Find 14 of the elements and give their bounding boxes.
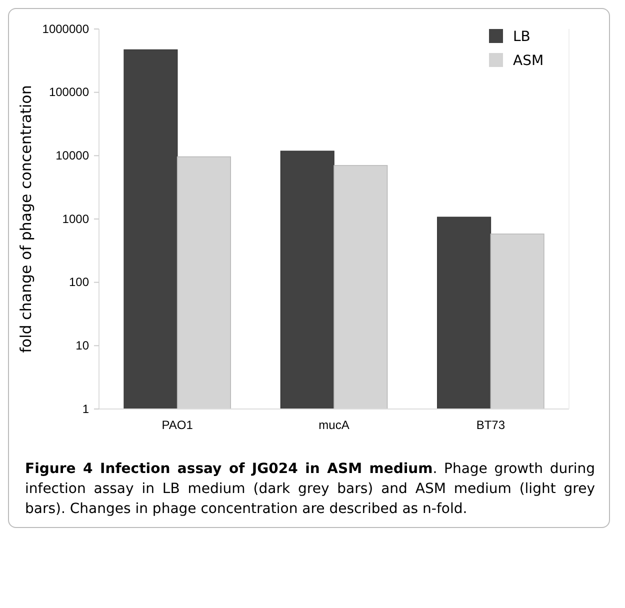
- x-tick-label: PAO1: [162, 418, 194, 432]
- y-tick-label: 10: [76, 338, 90, 353]
- text: Figure 4 Infection assay of JG024 in ASM medium: [25, 461, 433, 477]
- legend-label: ASM: [513, 53, 544, 69]
- x-tick-label: BT73: [476, 418, 506, 432]
- x-tick-label: mucA: [318, 418, 350, 432]
- y-axis-title: fold change of phage concentration: [17, 85, 35, 353]
- y-tick-label: 100: [68, 275, 90, 290]
- y-tick-label: 10000: [56, 148, 90, 163]
- y-tick-label: 1000000: [42, 22, 90, 36]
- legend-label: LB: [513, 29, 530, 45]
- y-tick-label: 1000: [62, 212, 90, 226]
- y-tick-label: 100000: [48, 85, 90, 100]
- y-tick-label: 1: [82, 402, 90, 416]
